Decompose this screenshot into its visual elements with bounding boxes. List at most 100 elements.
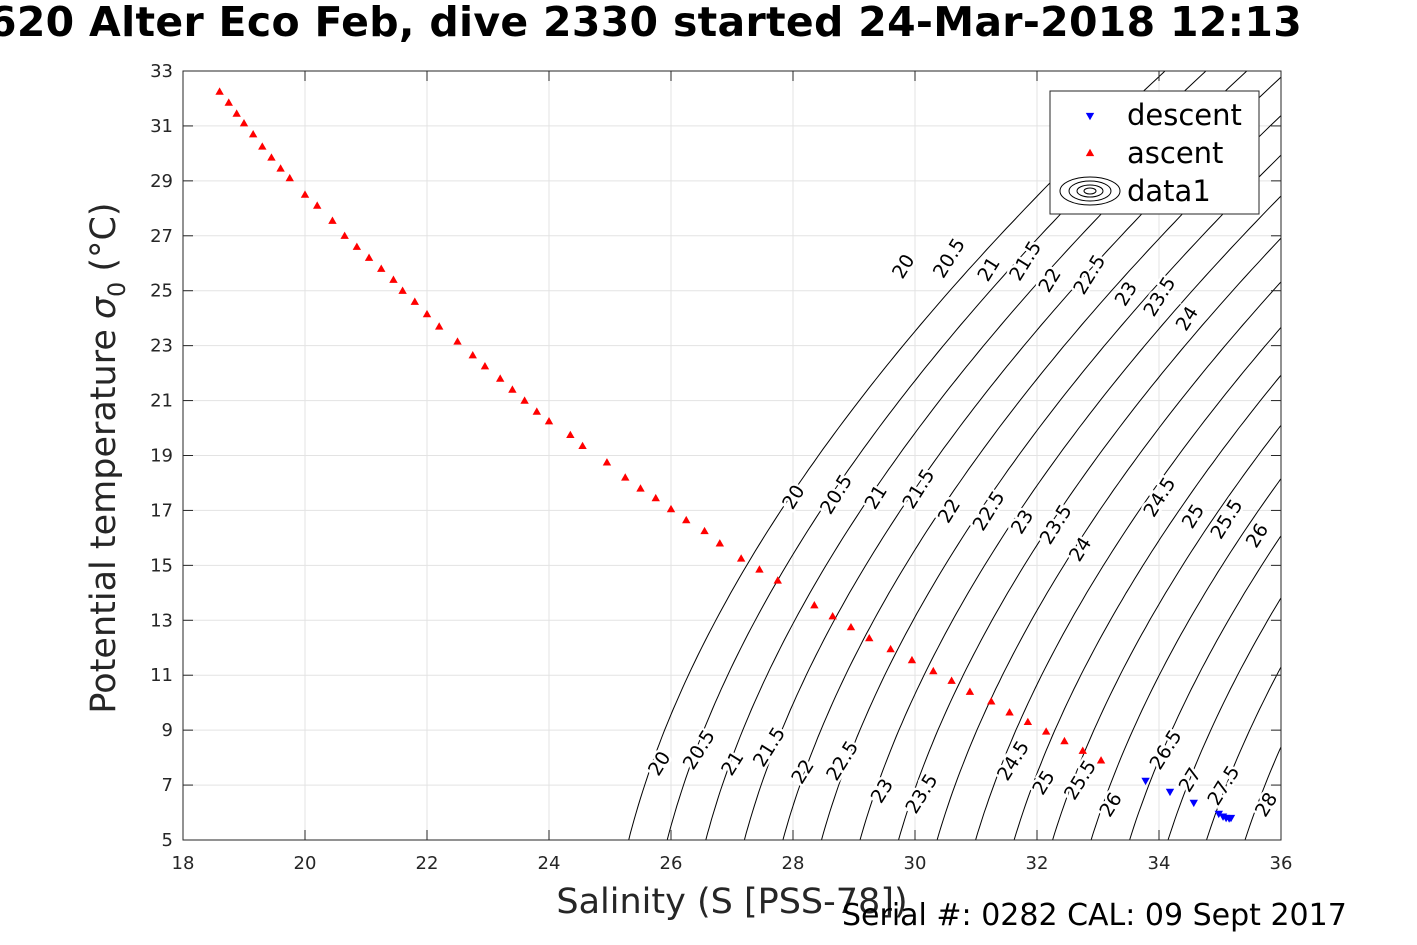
legend-box	[1049, 90, 1260, 215]
serial-cal-note: Serial #: 0282 CAL: 09 Sept 2017	[842, 898, 1347, 933]
ascent-point	[602, 458, 612, 466]
legend-contour-icon	[1068, 180, 1112, 202]
ascent-point	[810, 600, 819, 609]
ascent-point	[682, 515, 691, 524]
legend-ascent-label: ascent	[1127, 136, 1223, 170]
x-tick-label: 28	[782, 853, 805, 874]
ascent-point	[636, 484, 645, 492]
ascent-point	[929, 666, 938, 675]
legend: descent ascent data1	[1049, 90, 1260, 215]
legend-contour-icon	[1059, 176, 1121, 206]
y-tick-label: 31	[150, 116, 173, 137]
ascent-point	[700, 526, 709, 535]
ascent-point	[508, 385, 517, 393]
ascent-point	[215, 87, 224, 95]
ascent-point	[453, 337, 462, 345]
descent-point	[1226, 814, 1236, 823]
x-tick-label: 22	[416, 853, 439, 874]
ascent-point	[947, 676, 956, 684]
ascent-point	[435, 322, 444, 330]
descent-point	[1141, 777, 1150, 786]
isopycnal-line	[898, 237, 1281, 840]
ascent-point	[621, 473, 630, 481]
ascent-point	[300, 190, 310, 198]
x-axis-label: Salinity (S [PSS-78])	[556, 882, 907, 922]
legend-data1-label: data1	[1127, 174, 1211, 208]
ascent-point	[965, 687, 975, 695]
ascent-point	[987, 697, 996, 705]
isopycnal-line	[1090, 477, 1281, 840]
ascent-point	[1023, 717, 1033, 726]
legend-descent-marker	[1085, 112, 1095, 121]
ascent-point	[480, 362, 490, 370]
ascent-point	[532, 407, 541, 415]
ascent-point	[773, 576, 782, 584]
ascent-point	[285, 173, 294, 182]
chart-title: 620 Alter Eco Feb, dive 2330 started 24-…	[0, 0, 1303, 46]
ascent-point	[1060, 736, 1069, 745]
legend-contour-icon	[1083, 187, 1097, 195]
ascent-point	[651, 493, 660, 502]
x-tick-label: 36	[1270, 853, 1293, 874]
y-tick-label: 33	[150, 61, 173, 82]
y-tick-label: 21	[150, 391, 173, 412]
y-tick-label: 7	[162, 775, 173, 796]
ascent-point	[578, 441, 587, 450]
isopycnal-line	[1052, 424, 1281, 840]
isopycnal-line	[1206, 665, 1281, 840]
ascent-point	[398, 286, 407, 294]
y-axis-ticks: 5 7 9 11 13 15 17 19 21 23 25 27 29 31 33	[150, 61, 1281, 851]
ascent-point	[566, 430, 575, 439]
legend-descent-label: descent	[1127, 98, 1242, 132]
ascent-point	[224, 98, 233, 106]
ascent-point	[1096, 756, 1106, 764]
descent-point	[1165, 788, 1175, 797]
ascent-point	[232, 109, 241, 117]
isopycnal-line	[936, 281, 1281, 840]
y-tick-label: 19	[150, 446, 173, 467]
ascent-point	[666, 504, 676, 513]
density-contours	[628, 71, 1281, 840]
ascent-point	[267, 153, 276, 161]
ascent-point	[468, 351, 477, 359]
ascent-point	[520, 396, 529, 404]
ascent-point	[328, 216, 337, 224]
y-tick-label: 15	[150, 555, 173, 576]
ascent-point	[364, 253, 374, 261]
ascent-point	[377, 264, 386, 272]
y-tick-label: 23	[150, 336, 173, 357]
y-tick-label: 13	[150, 610, 173, 631]
ascent-point	[239, 118, 249, 127]
ascent-point	[313, 201, 322, 209]
ascent-point	[258, 142, 267, 150]
x-tick-label: 20	[294, 853, 317, 874]
y-tick-label: 17	[150, 500, 173, 521]
y-tick-label: 25	[150, 281, 173, 302]
y-tick-label: 5	[162, 830, 173, 851]
ascent-point	[422, 309, 432, 318]
legend-ascent-marker	[1085, 148, 1095, 157]
ascent-point	[1041, 727, 1051, 735]
ascent-point	[410, 297, 419, 305]
x-tick-label: 30	[904, 853, 927, 874]
ascent-point	[886, 644, 895, 653]
ascent-point	[544, 416, 554, 425]
ascent-point	[496, 374, 505, 382]
x-tick-label: 32	[1026, 853, 1049, 874]
descent-point	[1189, 799, 1198, 808]
legend-contour-icon	[1076, 184, 1104, 198]
ascent-point	[276, 164, 285, 172]
x-tick-label: 26	[660, 853, 683, 874]
ascent-point	[248, 129, 258, 138]
descent-point	[1214, 810, 1223, 819]
isopycnal-line	[1129, 534, 1281, 840]
ascent-point	[1078, 746, 1087, 754]
ascent-point	[389, 275, 398, 283]
x-tick-label: 18	[172, 853, 195, 874]
y-tick-label: 11	[150, 665, 173, 686]
ascent-point	[340, 231, 349, 239]
ascent-point	[352, 242, 362, 250]
x-tick-label: 34	[1148, 853, 1171, 874]
ascent-point	[755, 565, 764, 573]
isopycnal-line	[859, 195, 1281, 840]
